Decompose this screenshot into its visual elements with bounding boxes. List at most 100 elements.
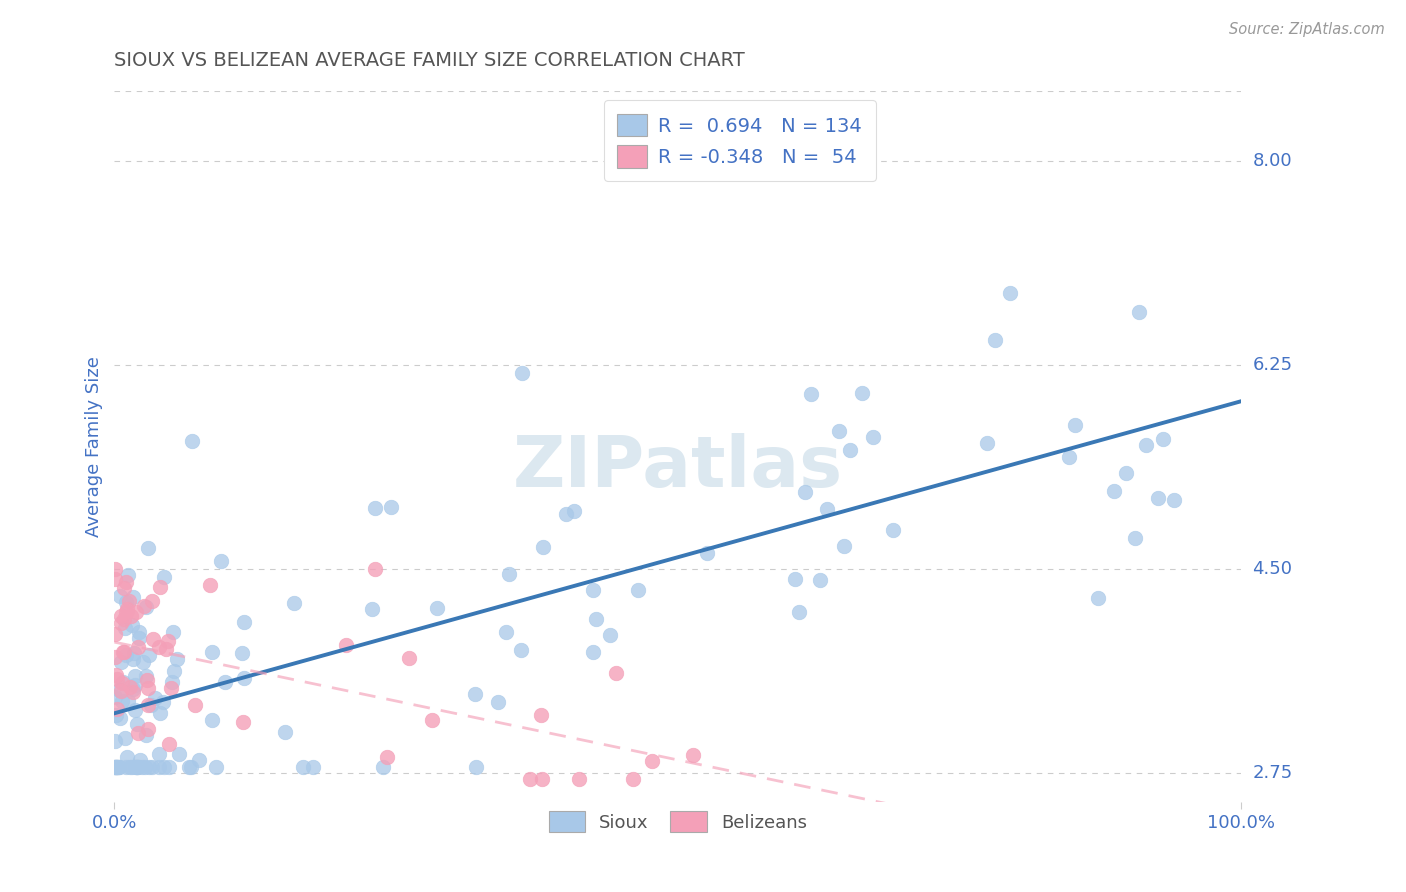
Point: [138, 722, 160, 736]
Point: [793, 485, 815, 500]
Point: [641, 754, 664, 768]
Point: [138, 648, 160, 662]
Point: [115, 648, 138, 662]
Point: [115, 760, 138, 774]
Point: [129, 753, 152, 767]
Point: [152, 695, 174, 709]
Point: [136, 673, 159, 687]
Point: [138, 760, 160, 774]
Point: [1063, 417, 1085, 432]
Point: [105, 760, 128, 774]
Point: [1135, 438, 1157, 452]
Point: [110, 589, 132, 603]
Point: [198, 578, 221, 592]
Point: [155, 642, 177, 657]
Point: [1128, 305, 1150, 319]
Point: [121, 652, 143, 666]
Point: [627, 583, 650, 598]
Point: [828, 425, 851, 439]
Point: [121, 681, 143, 696]
Point: [149, 580, 172, 594]
Point: [104, 707, 127, 722]
Y-axis label: Average Family Size: Average Family Size: [86, 356, 103, 537]
Point: [112, 644, 135, 658]
Point: [851, 385, 873, 400]
Point: [128, 624, 150, 639]
Point: [157, 760, 180, 774]
Point: [114, 605, 136, 619]
Point: [585, 611, 607, 625]
Point: [105, 702, 128, 716]
Point: [167, 747, 190, 762]
Point: [180, 760, 202, 774]
Point: [108, 760, 131, 774]
Point: [111, 675, 134, 690]
Point: [568, 772, 591, 786]
Point: [364, 562, 387, 576]
Point: [124, 669, 146, 683]
Point: [214, 675, 236, 690]
Point: [152, 760, 174, 774]
Point: [984, 334, 1007, 348]
Point: [998, 286, 1021, 301]
Point: [862, 430, 884, 444]
Point: [1057, 450, 1080, 465]
Point: [104, 649, 127, 664]
Point: [1152, 432, 1174, 446]
Point: [122, 590, 145, 604]
Point: [153, 570, 176, 584]
Text: 4.50: 4.50: [1253, 560, 1292, 578]
Point: [122, 646, 145, 660]
Point: [233, 615, 256, 629]
Point: [1163, 493, 1185, 508]
Point: [131, 760, 153, 774]
Point: [121, 608, 143, 623]
Text: 8.00: 8.00: [1253, 152, 1292, 169]
Point: [1123, 531, 1146, 545]
Point: [201, 713, 224, 727]
Point: [605, 665, 627, 680]
Point: [121, 685, 143, 699]
Point: [111, 674, 134, 689]
Point: [135, 600, 157, 615]
Point: [157, 737, 180, 751]
Point: [138, 681, 160, 696]
Point: [163, 664, 186, 678]
Point: [114, 731, 136, 746]
Point: [125, 760, 148, 774]
Point: [335, 638, 357, 652]
Point: [104, 668, 127, 682]
Point: [128, 631, 150, 645]
Point: [530, 707, 553, 722]
Text: ZIPatlas: ZIPatlas: [513, 434, 842, 502]
Point: [555, 507, 578, 521]
Point: [149, 706, 172, 721]
Point: [104, 734, 127, 748]
Point: [120, 760, 142, 774]
Point: [800, 387, 823, 401]
Point: [118, 680, 141, 694]
Point: [509, 643, 531, 657]
Point: [530, 772, 553, 786]
Point: [141, 698, 163, 712]
Legend: Sioux, Belizeans: Sioux, Belizeans: [538, 800, 818, 843]
Point: [115, 750, 138, 764]
Text: Source: ZipAtlas.com: Source: ZipAtlas.com: [1229, 22, 1385, 37]
Point: [110, 615, 132, 630]
Point: [125, 717, 148, 731]
Text: 6.25: 6.25: [1253, 356, 1292, 374]
Point: [682, 748, 704, 763]
Point: [166, 651, 188, 665]
Point: [231, 646, 253, 660]
Point: [157, 634, 180, 648]
Point: [181, 434, 204, 448]
Point: [124, 678, 146, 692]
Point: [125, 605, 148, 619]
Point: [531, 541, 554, 555]
Point: [110, 683, 132, 698]
Point: [127, 726, 149, 740]
Point: [132, 655, 155, 669]
Point: [360, 602, 382, 616]
Point: [117, 567, 139, 582]
Point: [375, 750, 398, 764]
